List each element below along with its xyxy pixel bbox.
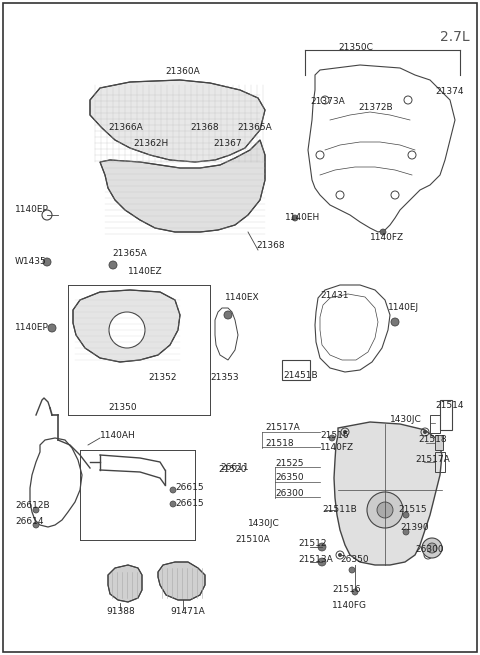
Text: 2.7L: 2.7L	[440, 30, 469, 44]
Circle shape	[349, 567, 355, 573]
Circle shape	[109, 312, 145, 348]
Text: 26350: 26350	[275, 474, 304, 483]
Text: 21516: 21516	[332, 586, 360, 595]
Text: 21362H: 21362H	[133, 138, 168, 147]
Text: 21367: 21367	[213, 138, 241, 147]
Circle shape	[329, 435, 335, 441]
Text: 91471A: 91471A	[170, 607, 205, 616]
Circle shape	[423, 430, 427, 434]
Text: 1140EH: 1140EH	[285, 214, 320, 223]
Polygon shape	[90, 80, 265, 162]
Circle shape	[426, 553, 430, 557]
Circle shape	[403, 529, 409, 535]
Bar	[430, 415, 440, 433]
Bar	[435, 435, 443, 450]
Polygon shape	[108, 565, 142, 602]
Text: 21350: 21350	[108, 403, 137, 413]
Polygon shape	[100, 140, 265, 232]
Text: 21365A: 21365A	[112, 248, 147, 257]
Text: 21372B: 21372B	[358, 102, 393, 111]
Text: 21520: 21520	[218, 466, 247, 474]
Text: 21350C: 21350C	[338, 43, 373, 52]
Text: 21518: 21518	[265, 438, 294, 447]
Text: 21514: 21514	[435, 400, 464, 409]
Circle shape	[109, 261, 117, 269]
Circle shape	[403, 512, 409, 518]
Circle shape	[367, 492, 403, 528]
Text: 1140FG: 1140FG	[332, 601, 367, 610]
Text: 21352: 21352	[148, 373, 177, 383]
Circle shape	[427, 543, 437, 553]
Circle shape	[318, 543, 326, 551]
Text: 21390: 21390	[400, 523, 429, 533]
Circle shape	[33, 522, 39, 528]
Text: 21512: 21512	[298, 540, 326, 548]
Text: 26612B: 26612B	[15, 500, 49, 510]
Text: 1140FZ: 1140FZ	[320, 443, 354, 453]
Text: 26615: 26615	[175, 498, 204, 508]
Text: 21518: 21518	[418, 436, 446, 445]
Text: 26614: 26614	[15, 517, 44, 527]
Circle shape	[43, 258, 51, 266]
Text: 21373A: 21373A	[310, 98, 345, 107]
Text: 21515: 21515	[398, 506, 427, 514]
Circle shape	[318, 558, 326, 566]
Circle shape	[343, 430, 347, 434]
Circle shape	[352, 589, 358, 595]
Text: 21451B: 21451B	[283, 371, 318, 379]
Text: 1430JC: 1430JC	[248, 519, 280, 529]
Polygon shape	[334, 422, 442, 565]
Circle shape	[380, 229, 386, 235]
Text: 1140AH: 1140AH	[100, 430, 136, 440]
Text: 91388: 91388	[106, 607, 135, 616]
Text: 21353: 21353	[210, 373, 239, 383]
Text: 21517A: 21517A	[265, 424, 300, 432]
Text: 21368: 21368	[190, 124, 218, 132]
Text: 21516: 21516	[320, 430, 348, 440]
Text: 1140EP: 1140EP	[15, 206, 49, 214]
Polygon shape	[73, 290, 180, 362]
Text: 1140EP: 1140EP	[15, 324, 49, 333]
Text: 1140EX: 1140EX	[225, 293, 260, 303]
Text: 21517A: 21517A	[415, 455, 450, 464]
Circle shape	[338, 553, 342, 557]
Text: 1140EZ: 1140EZ	[128, 267, 163, 276]
Text: 21525: 21525	[275, 458, 303, 468]
Circle shape	[377, 502, 393, 518]
Text: 21510A: 21510A	[235, 536, 270, 544]
Circle shape	[224, 311, 232, 319]
Bar	[440, 400, 452, 430]
Text: 21366A: 21366A	[108, 124, 143, 132]
Polygon shape	[158, 562, 205, 600]
Circle shape	[170, 487, 176, 493]
Text: 1140EJ: 1140EJ	[388, 303, 419, 312]
Text: 26300: 26300	[275, 489, 304, 498]
Text: 1140FZ: 1140FZ	[370, 233, 404, 242]
Text: 21368: 21368	[256, 240, 285, 250]
Text: 26611: 26611	[220, 464, 249, 472]
Text: 1430JC: 1430JC	[390, 415, 422, 424]
Circle shape	[292, 215, 298, 221]
Text: 21431: 21431	[320, 291, 348, 299]
Text: 26300: 26300	[415, 546, 444, 555]
Circle shape	[48, 324, 56, 332]
Text: 21511B: 21511B	[322, 506, 357, 514]
Circle shape	[33, 507, 39, 513]
Text: W1435: W1435	[15, 257, 47, 267]
Text: 21365A: 21365A	[237, 124, 272, 132]
Text: 21374: 21374	[435, 88, 464, 96]
Text: 26615: 26615	[175, 483, 204, 493]
Bar	[282, 360, 310, 380]
Circle shape	[391, 318, 399, 326]
Circle shape	[422, 538, 442, 558]
Text: 21360A: 21360A	[165, 67, 200, 77]
Text: 21513A: 21513A	[298, 555, 333, 563]
Circle shape	[170, 501, 176, 507]
Bar	[435, 452, 445, 472]
Text: 26350: 26350	[340, 555, 369, 565]
